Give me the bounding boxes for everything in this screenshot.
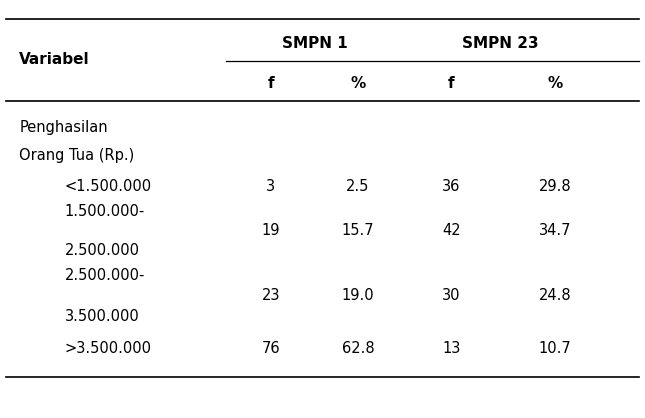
Text: 2.500.000: 2.500.000 [64,243,139,258]
Text: 3: 3 [266,179,275,194]
Text: %: % [350,76,366,91]
Text: 36: 36 [442,179,461,194]
Text: 23: 23 [262,288,280,303]
Text: 30: 30 [442,288,461,303]
Text: <1.500.000: <1.500.000 [64,179,152,194]
Text: 2.500.000-: 2.500.000- [64,268,145,283]
Text: 62.8: 62.8 [342,341,374,356]
Text: 29.8: 29.8 [539,179,571,194]
Text: >3.500.000: >3.500.000 [64,341,152,356]
Text: 1.500.000-: 1.500.000- [64,204,144,219]
Text: 13: 13 [442,341,461,356]
Text: Variabel: Variabel [19,53,90,67]
Text: 42: 42 [442,224,461,238]
Text: Orang Tua (Rp.): Orang Tua (Rp.) [19,148,135,163]
Text: SMPN 23: SMPN 23 [462,36,538,51]
Text: 19: 19 [262,224,280,238]
Text: 3.500.000: 3.500.000 [64,308,139,324]
Text: %: % [547,76,562,91]
Text: f: f [268,76,274,91]
Text: 15.7: 15.7 [342,224,374,238]
Text: SMPN 1: SMPN 1 [282,36,348,51]
Text: f: f [448,76,455,91]
Text: 10.7: 10.7 [539,341,571,356]
Text: 24.8: 24.8 [539,288,571,303]
Text: Penghasilan: Penghasilan [19,120,108,135]
Text: 76: 76 [262,341,280,356]
Text: 2.5: 2.5 [346,179,370,194]
Text: 34.7: 34.7 [539,224,571,238]
Text: 19.0: 19.0 [342,288,374,303]
